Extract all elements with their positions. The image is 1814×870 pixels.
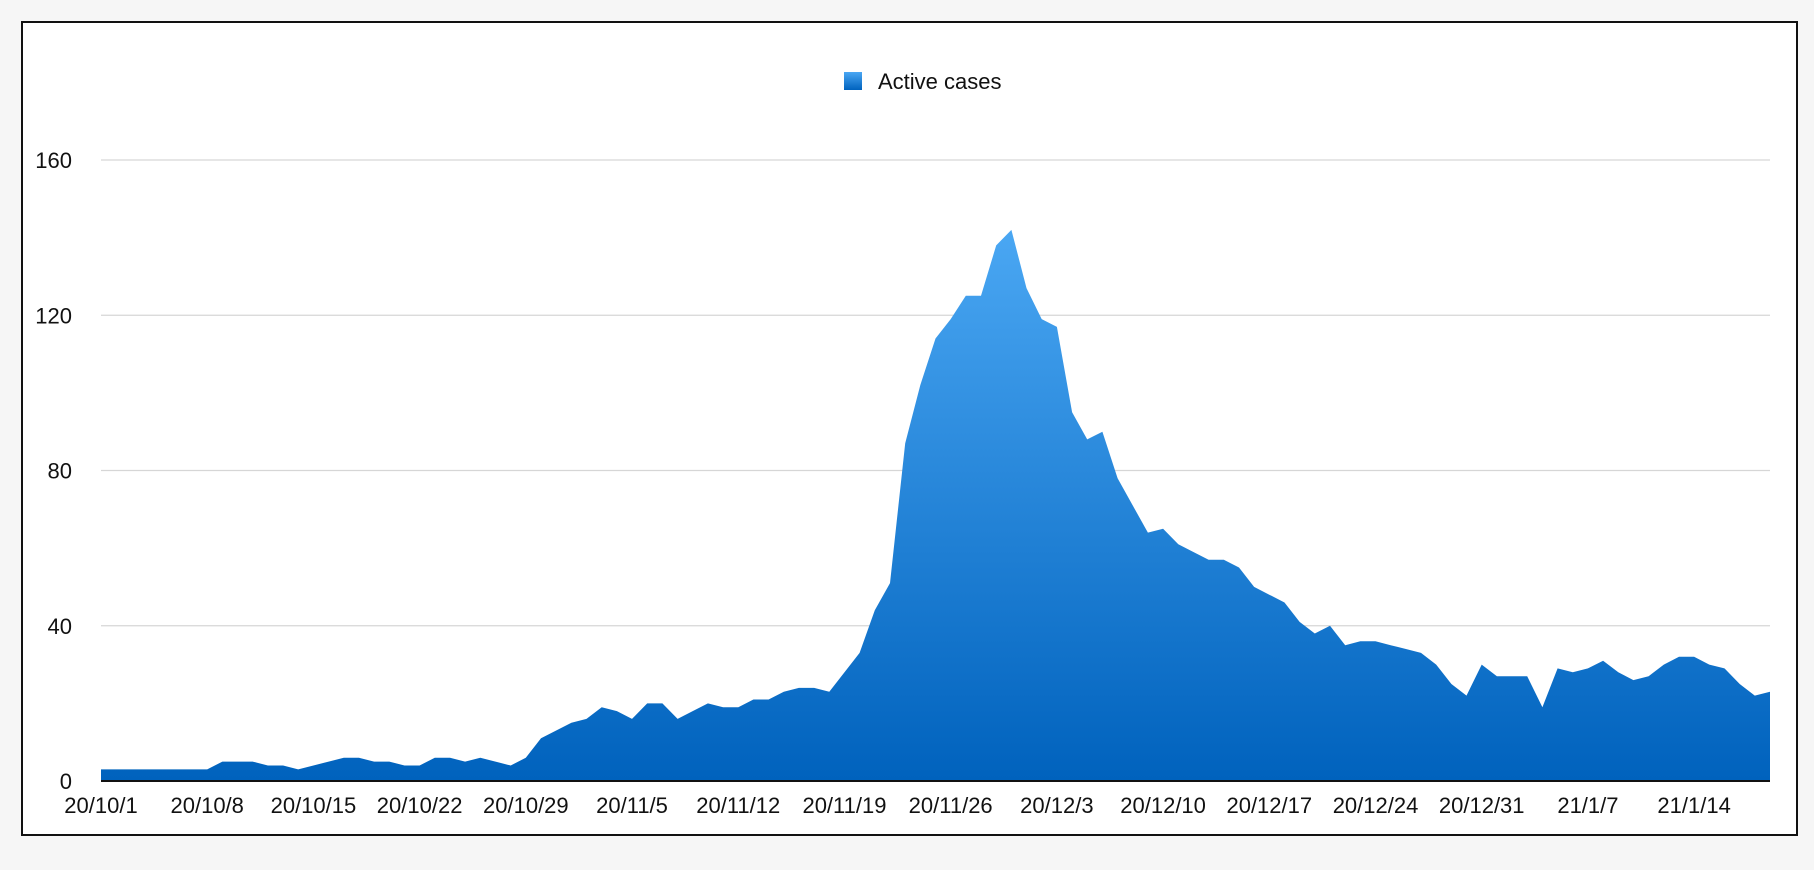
x-tick-label: 20/12/10 xyxy=(1120,793,1206,818)
legend-label: Active cases xyxy=(878,69,1002,94)
y-tick-label: 40 xyxy=(48,614,72,639)
x-axis-ticks: 20/10/1 20/10/8 20/10/15 20/10/22 20/10/29 20… xyxy=(64,793,1731,818)
x-tick-label: 20/10/8 xyxy=(171,793,244,818)
x-tick-label: 20/10/29 xyxy=(483,793,569,818)
y-tick-label: 160 xyxy=(35,148,72,173)
x-tick-label: 20/11/26 xyxy=(909,793,993,818)
x-tick-label: 20/12/3 xyxy=(1020,793,1093,818)
x-tick-label: 20/11/19 xyxy=(802,793,886,818)
x-tick-label: 21/1/14 xyxy=(1657,793,1730,818)
x-tick-label: 20/10/22 xyxy=(377,793,463,818)
legend-swatch xyxy=(844,72,862,90)
y-axis-ticks: 0 40 80 120 160 xyxy=(35,148,72,794)
x-tick-label: 20/12/24 xyxy=(1333,793,1419,818)
y-tick-label: 80 xyxy=(48,459,72,484)
x-tick-label: 20/12/31 xyxy=(1439,793,1525,818)
x-tick-label: 20/12/17 xyxy=(1226,793,1312,818)
y-tick-label: 0 xyxy=(60,769,72,794)
legend: Active cases xyxy=(844,69,1002,94)
x-tick-label: 20/10/15 xyxy=(271,793,357,818)
area-series-active-cases xyxy=(101,229,1770,781)
x-tick-label: 20/11/12 xyxy=(696,793,780,818)
x-tick-label: 21/1/7 xyxy=(1557,793,1618,818)
y-tick-label: 120 xyxy=(35,303,72,328)
x-tick-label: 20/10/1 xyxy=(64,793,137,818)
x-tick-label: 20/11/5 xyxy=(596,793,668,818)
